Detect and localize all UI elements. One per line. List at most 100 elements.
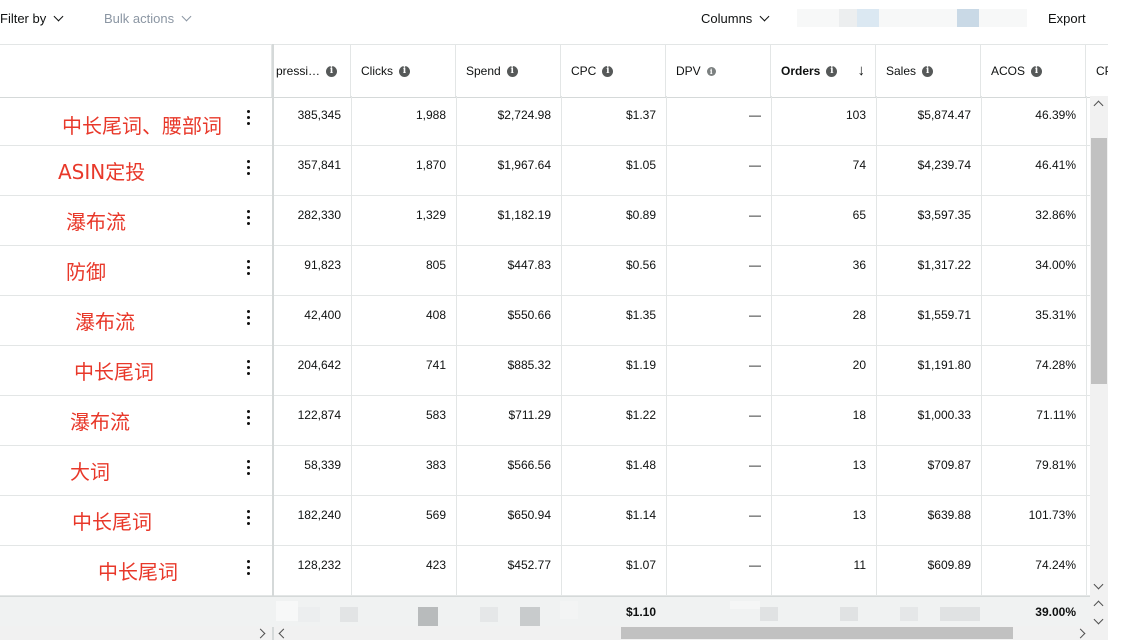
column-divider (666, 446, 667, 496)
scroll-up-icon[interactable] (1093, 100, 1104, 111)
info-icon[interactable]: i (706, 66, 716, 76)
info-icon[interactable]: i (922, 65, 934, 77)
scrollbar-thumb[interactable] (621, 627, 1013, 639)
column-header-sales[interactable]: Sales i (876, 45, 981, 97)
scroll-right-icon[interactable] (1075, 628, 1086, 639)
columns-label: Columns (701, 11, 753, 26)
column-divider (351, 446, 352, 496)
cell-clicks: 1,988 (415, 108, 446, 122)
cell-orders: 13 (852, 458, 866, 472)
chevron-down-icon (759, 11, 770, 22)
column-divider (666, 96, 667, 146)
column-divider (351, 346, 352, 396)
info-icon[interactable]: i (602, 65, 614, 77)
more-options-icon[interactable] (244, 160, 252, 178)
scroll-up-icon[interactable] (1093, 600, 1104, 611)
bulk-actions-dropdown[interactable]: Bulk actions (104, 11, 192, 26)
cell-dpv: — (749, 358, 761, 372)
column-divider (456, 96, 457, 146)
column-divider (876, 246, 877, 296)
column-header-dpv[interactable]: DPV i (666, 45, 771, 97)
cell-impressions: 182,240 (297, 508, 341, 522)
columns-dropdown[interactable]: Columns (701, 11, 770, 26)
more-options-icon[interactable] (244, 110, 252, 128)
column-header-cpo[interactable]: CP (1086, 45, 1108, 97)
redacted-area (797, 9, 1027, 27)
filter-by-dropdown[interactable]: Filter by (0, 11, 64, 26)
export-button[interactable]: Export (1048, 11, 1086, 26)
export-label: Export (1048, 11, 1086, 26)
column-divider (456, 546, 457, 596)
column-header-orders[interactable]: Orders i ↓ (771, 45, 876, 97)
cell-spend: $711.29 (508, 408, 552, 422)
cell-acos: 32.86% (1035, 208, 1076, 222)
cell-impressions: 122,874 (297, 408, 341, 422)
cell-impressions: 91,823 (304, 258, 341, 272)
column-divider (876, 146, 877, 196)
table-body: 中长尾词、腰部词 385,345 1,988 $2,724.98 $1.37 — 103 $5… (0, 96, 1090, 596)
column-header-label: Orders (781, 64, 821, 78)
more-options-icon[interactable] (244, 510, 252, 528)
info-icon[interactable]: i (326, 65, 338, 77)
more-options-icon[interactable] (244, 260, 252, 278)
cell-sales: $1,559.71 (917, 308, 971, 322)
bulk-actions-label: Bulk actions (104, 11, 175, 26)
redacted-area (520, 607, 540, 626)
column-divider (1086, 196, 1087, 246)
vertical-scrollbar[interactable] (1090, 96, 1108, 596)
horizontal-scrollbar[interactable] (274, 626, 1090, 640)
column-divider (1086, 96, 1087, 146)
scroll-down-icon[interactable] (1093, 614, 1104, 625)
column-divider (1086, 146, 1087, 196)
cell-clicks: 1,870 (415, 158, 446, 172)
column-header-impressions[interactable]: pressi… i (266, 45, 351, 97)
column-divider (561, 546, 562, 596)
cell-orders: 13 (852, 508, 866, 522)
column-divider (876, 446, 877, 496)
column-divider (981, 246, 982, 296)
column-header-clicks[interactable]: Clicks i (351, 45, 456, 97)
more-options-icon[interactable] (244, 210, 252, 228)
column-divider (876, 496, 877, 546)
info-icon[interactable]: i (826, 65, 838, 77)
more-options-icon[interactable] (244, 310, 252, 328)
cell-spend: $1,967.64 (497, 158, 551, 172)
scroll-down-icon[interactable] (1093, 579, 1104, 590)
more-options-icon[interactable] (244, 560, 252, 578)
redacted-area (340, 607, 358, 622)
cell-cpc: $1.07 (625, 558, 656, 572)
more-options-icon[interactable] (244, 360, 252, 378)
column-header-label: CPC (571, 64, 597, 78)
column-header-acos[interactable]: ACOS i (981, 45, 1086, 97)
cell-orders: 28 (852, 308, 866, 322)
cell-cpc: $1.35 (625, 308, 656, 322)
more-options-icon[interactable] (244, 410, 252, 428)
scrollbar-thumb[interactable] (1091, 138, 1107, 384)
info-icon[interactable]: i (399, 65, 410, 77)
footer-scroll-controls[interactable] (1090, 596, 1108, 640)
column-header-cpc[interactable]: CPC i (561, 45, 666, 97)
cell-orders: 36 (852, 258, 866, 272)
sort-descending-icon[interactable]: ↓ (857, 62, 866, 79)
scroll-left-icon[interactable] (278, 628, 289, 639)
column-header-spend[interactable]: Spend i (456, 45, 561, 97)
cell-acos: 79.81% (1035, 458, 1076, 472)
column-divider (1086, 346, 1087, 396)
info-icon[interactable]: i (506, 65, 518, 77)
column-divider (561, 296, 562, 346)
campaign-annotation: 中长尾词 (98, 560, 178, 584)
table-row: 瀑布流 42,400 408 $550.66 $1.35 — 28 $1,559.71 35.3… (0, 296, 1090, 346)
cell-cpc: $1.05 (625, 158, 656, 172)
table-row: 中长尾词 182,240 569 $650.94 $1.14 — 13 $639.88 101.… (0, 496, 1090, 546)
frozen-horizontal-scrollbar[interactable] (0, 626, 272, 640)
column-divider (981, 146, 982, 196)
campaign-annotation: 中长尾词 (74, 360, 154, 384)
column-divider (351, 96, 352, 146)
scroll-right-icon[interactable] (255, 628, 266, 639)
totals-acos: 39.00% (1035, 605, 1076, 619)
column-divider (666, 246, 667, 296)
info-icon[interactable]: i (1031, 65, 1043, 77)
column-divider (456, 446, 457, 496)
more-options-icon[interactable] (244, 460, 252, 478)
cell-dpv: — (749, 558, 761, 572)
